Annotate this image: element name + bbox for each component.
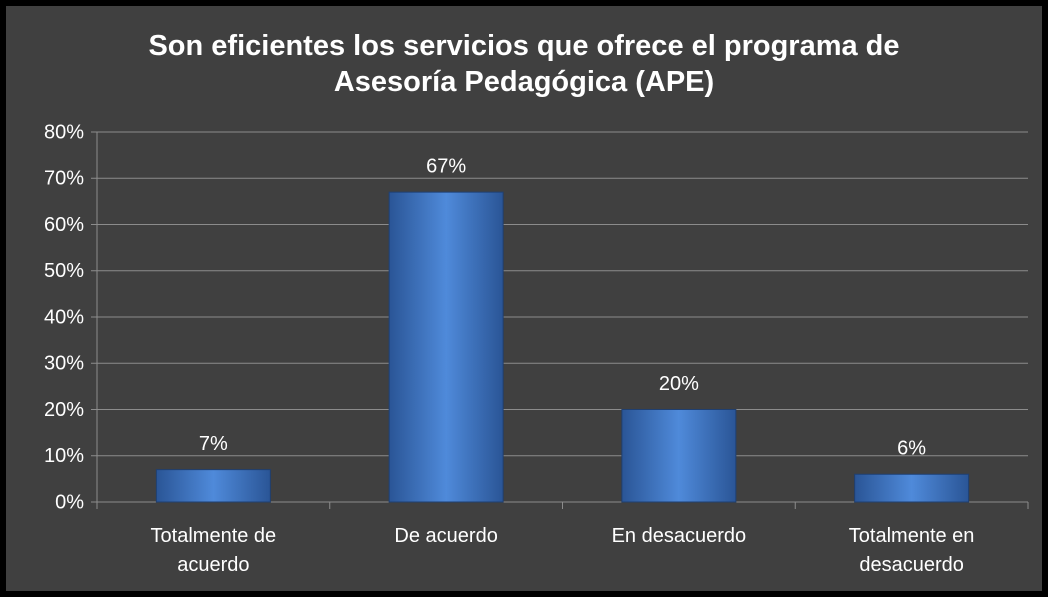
data-label: 6% [897,438,926,460]
x-tick-label: Totalmente en desacuerdo [848,525,975,576]
y-tick-label: 20% [44,399,84,421]
y-tick-label: 60% [44,214,84,236]
chart-title: Son eficientes los servicios que ofrece … [148,30,900,98]
y-tick-label: 30% [44,353,84,375]
y-tick-label: 40% [44,306,84,328]
data-label: 67% [426,155,466,177]
bar [621,409,737,503]
y-tick-label: 0% [55,491,84,513]
x-tick-label: Totalmente de acuerdo [150,525,277,576]
bar [854,473,970,503]
y-tick-label: 10% [44,445,84,467]
y-tick-label: 50% [44,260,84,282]
bar [155,469,271,503]
data-label: 20% [659,373,699,395]
x-tick-label: En desacuerdo [611,525,747,547]
y-tick-label: 80% [44,121,84,143]
bar [388,191,504,503]
data-label: 7% [199,433,228,455]
y-tick-label: 70% [44,168,84,190]
x-tick-label: De acuerdo [394,525,498,547]
